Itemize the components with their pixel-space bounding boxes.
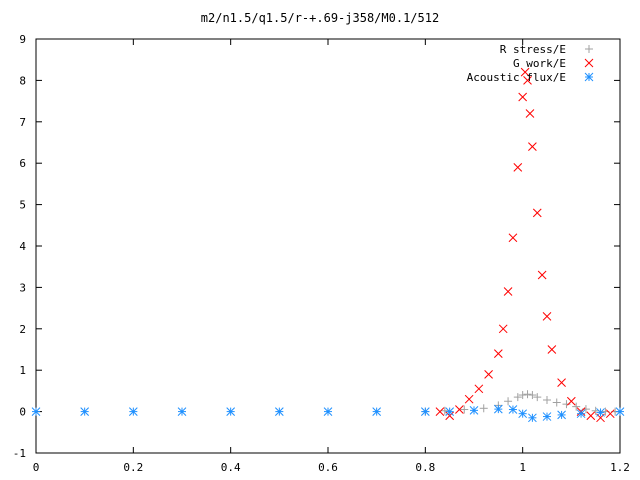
acoustic-flux-e-point xyxy=(226,407,236,416)
g-work-e-point xyxy=(532,208,542,218)
acoustic-flux-e-point xyxy=(80,407,90,416)
g-work-e-point xyxy=(445,411,455,421)
acoustic-flux-e-point xyxy=(528,413,537,423)
r-stress-e-point xyxy=(572,402,581,411)
x-tick-label: 0.8 xyxy=(415,461,435,474)
y-tick-label: 1 xyxy=(19,364,26,377)
g-work-e-point xyxy=(586,411,596,421)
g-work-e-point xyxy=(503,287,513,296)
g-work-e-point xyxy=(484,369,493,379)
legend-marker xyxy=(584,58,594,68)
r-stress-e-point xyxy=(523,390,532,399)
y-tick-label: 7 xyxy=(19,116,26,129)
g-work-e-point xyxy=(498,324,508,334)
g-work-e-point xyxy=(493,349,503,358)
y-tick-label: -1 xyxy=(13,447,26,460)
g-work-e-point xyxy=(605,409,615,419)
y-tick-label: 9 xyxy=(19,33,26,46)
r-stress-e-point xyxy=(513,393,522,402)
g-work-e-point xyxy=(464,394,474,404)
x-tick-label: 0 xyxy=(33,461,40,474)
acoustic-flux-e-point xyxy=(177,407,187,416)
r-stress-e-point xyxy=(479,404,488,413)
x-tick-label: 0.6 xyxy=(318,461,338,474)
y-tick-label: 3 xyxy=(19,281,26,294)
g-work-e-point xyxy=(520,67,530,77)
g-work-e-point xyxy=(528,142,537,151)
r-stress-e-point xyxy=(533,393,542,402)
acoustic-flux-e-point xyxy=(576,409,586,419)
acoustic-flux-e-point xyxy=(372,407,382,416)
acoustic-flux-e-point xyxy=(469,406,479,415)
acoustic-flux-e-point xyxy=(323,407,333,416)
x-tick-label: 0.2 xyxy=(123,461,143,474)
r-stress-e-point xyxy=(440,406,449,415)
g-work-e-point xyxy=(566,396,576,406)
g-work-e-point xyxy=(523,76,532,85)
y-tick-label: 6 xyxy=(19,157,26,170)
acoustic-flux-e-point xyxy=(445,407,455,416)
acoustic-flux-e-point xyxy=(31,407,41,416)
legend-label: Acoustic flux/E xyxy=(467,71,566,84)
legend-label: G work/E xyxy=(513,57,566,70)
data-marks xyxy=(31,67,625,423)
g-work-e-point xyxy=(455,405,464,414)
r-stress-e-point xyxy=(552,398,561,407)
r-stress-e-point xyxy=(460,405,469,414)
g-work-e-point xyxy=(435,407,445,416)
x-tick-label: 1 xyxy=(519,461,526,474)
acoustic-flux-e-point xyxy=(493,404,503,414)
g-work-e-point xyxy=(474,384,484,394)
legend-marker xyxy=(584,72,594,82)
g-work-e-point xyxy=(525,109,535,118)
acoustic-flux-e-point xyxy=(557,410,566,420)
y-tick-label: 4 xyxy=(19,240,26,253)
acoustic-flux-e-point xyxy=(274,407,284,416)
acoustic-flux-e-point xyxy=(615,407,625,416)
legend-label: R stress/E xyxy=(500,43,566,56)
acoustic-flux-e-point xyxy=(420,407,430,416)
g-work-e-point xyxy=(542,312,552,321)
g-work-e-point xyxy=(508,233,518,243)
y-tick-label: 8 xyxy=(19,74,26,87)
g-work-e-point xyxy=(537,270,547,280)
acoustic-flux-e-point xyxy=(518,409,528,419)
acoustic-flux-e-point xyxy=(542,412,552,421)
y-tick-label: 5 xyxy=(19,199,26,212)
x-tick-label: 0.4 xyxy=(221,461,241,474)
axis-ticks: 0 0.2 0.4 0.6 0.8 1 1.2 -1 0 1 2 3 4 5 6 7 8 9 xyxy=(13,33,630,474)
y-tick-label: 2 xyxy=(19,323,26,336)
r-stress-e-point xyxy=(518,391,527,400)
g-work-e-point xyxy=(547,345,557,354)
acoustic-flux-e-point xyxy=(128,407,138,416)
g-work-e-point xyxy=(518,92,528,102)
y-tick-label: 0 xyxy=(19,406,26,419)
legend-marker xyxy=(585,45,593,53)
g-work-e-point xyxy=(513,162,523,172)
g-work-e-point xyxy=(557,378,566,387)
x-tick-label: 1.2 xyxy=(610,461,630,474)
acoustic-flux-e-point xyxy=(596,408,605,417)
r-stress-e-point xyxy=(504,397,513,406)
plot-frame xyxy=(35,38,621,454)
r-stress-e-point xyxy=(543,396,551,405)
chart-title: m2/n1.5/q1.5/r-+.69-j358/M0.1/512 xyxy=(201,11,439,25)
r-stress-e-point xyxy=(562,400,571,409)
acoustic-flux-e-point xyxy=(508,405,518,414)
r-stress-e-point xyxy=(528,391,537,400)
